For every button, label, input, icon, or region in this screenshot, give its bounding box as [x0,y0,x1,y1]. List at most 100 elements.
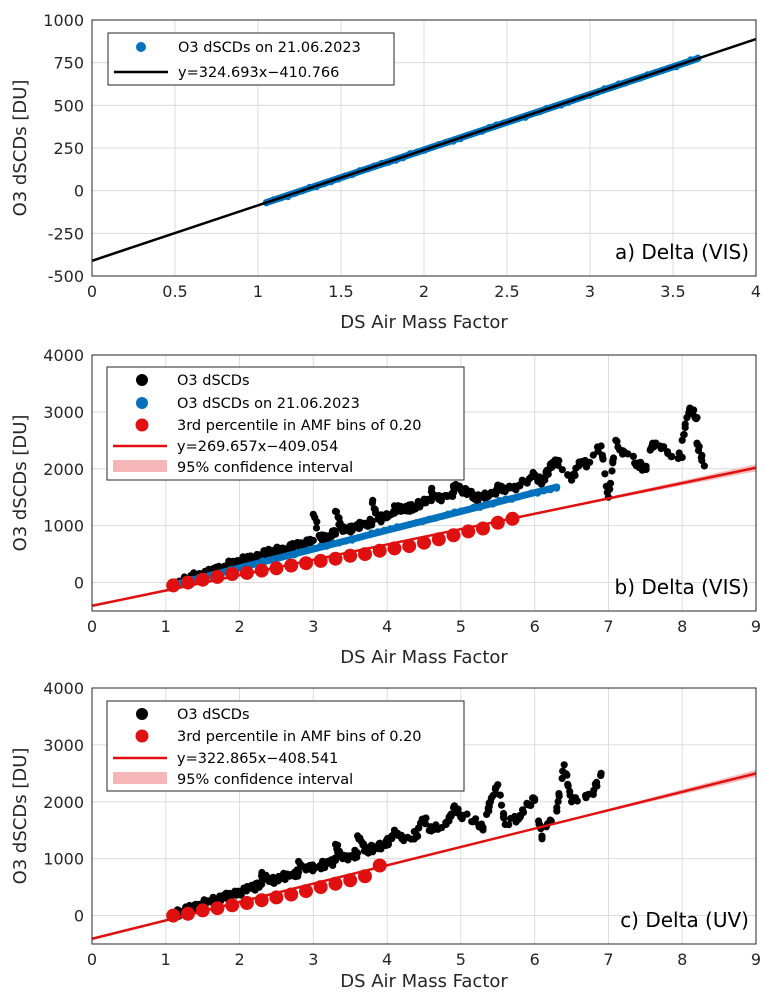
scatter-point [613,437,621,445]
percentile-markers [166,858,387,923]
scatter-point [507,814,515,823]
scatter-point [290,868,299,877]
x-tick-label: 3 [308,950,318,969]
blue-point [483,500,490,508]
blue-point [259,557,267,564]
percentile-marker [461,524,476,539]
blue-point [547,486,554,494]
x-axis-label: DS Air Mass Factor [340,312,508,333]
scatter-point [422,814,430,822]
blue-point [329,539,337,547]
scatter-point [313,518,321,526]
percentile-marker [358,547,372,562]
legend-entry-fit: y=322.865x−408.541 [177,751,338,767]
scatter-point [434,825,442,833]
scatter-point [282,870,290,879]
scatter-point [564,782,572,790]
scatter-point [253,879,261,887]
percentile-marker [225,567,240,581]
scatter-point [428,489,436,497]
scatter-point [339,851,347,859]
y-tick-label: 3000 [43,736,84,755]
scatter-point [445,492,453,500]
scatter-point [319,857,327,865]
blue-point [489,501,497,508]
legend-entry-red: 3rd percentile in AMF bins of 0.20 [177,729,422,745]
scatter-point [401,834,409,842]
scatter-point [487,794,495,802]
y-axis-label: O3 dSCDs [DU] [10,415,31,552]
blue-point [457,507,465,515]
scatter-point [269,878,277,887]
scatter-point [445,817,453,825]
tick-labels: 0 0.5 1 1.5 2 2.5 3 3.5 4 -500 -250 0 250 500 750 1000 [43,11,761,301]
scatter-point [606,485,614,493]
x-tick-label: 1 [253,282,263,301]
scatter-point [597,771,605,780]
percentile-marker [476,521,490,536]
scatter-point [251,886,259,894]
x-tick-label: 4 [382,950,392,969]
scatter-point [621,449,629,457]
blue-point [527,489,535,497]
scatter-point [496,791,504,799]
scatter-point [288,545,296,553]
scatter-point [674,454,682,463]
scatter-point [295,542,303,550]
scatter-point [547,460,555,468]
percentile-marker [328,551,343,566]
scatter-point [558,466,566,474]
blue-point [291,551,298,559]
y-tick-label: 1000 [43,850,84,869]
scatter-point [394,831,402,840]
scatter-point [523,479,531,487]
scatter-point [414,832,422,840]
x-tick-label: 9 [751,950,761,969]
x-tick-label: 3 [308,617,318,636]
x-tick-label: 6 [530,617,540,636]
percentile-marker [284,887,299,902]
legend-box [107,32,395,86]
scatter-point [369,842,377,850]
blue-point [387,525,394,532]
y-axis-label: O3 dSCDs [DU] [10,80,31,217]
scatter-point [437,497,445,505]
blue-point [310,544,318,552]
scatter-point [222,889,230,897]
scatter-point [421,820,429,828]
scatter-point [253,551,262,559]
scatter-point [606,479,615,487]
scatter-point [383,511,391,519]
percentile-marker [299,884,313,899]
legend: O3 dSCDs O3 dSCDs on 21.06.2023 3rd perc… [106,366,465,481]
blue-point [419,518,426,526]
scatter-point [506,484,514,492]
legend-marker-band [113,772,167,784]
x-tick-label: 5 [456,617,466,636]
blue-point [432,515,439,522]
scatter-point [351,853,359,862]
legend-entry-fit: y=269.657x−409.054 [177,439,338,455]
blue-point [297,548,305,555]
x-tick-label: 2 [419,282,429,301]
blue-point [284,551,292,559]
scatter-point [347,523,355,532]
legend-marker-black [136,374,148,386]
x-tick-label: 1 [161,617,171,636]
scatter-point [351,846,359,854]
scatter-point [571,794,580,802]
y-tick-label: 3000 [43,403,84,422]
blue-point [534,490,541,497]
blue-point [374,528,382,535]
scatter-point [664,449,672,458]
x-tick-label: 5 [456,950,466,969]
legend-marker-black [136,708,148,720]
scatter-point [555,457,563,465]
x-tick-label: 7 [603,617,613,636]
blue-series [169,483,561,589]
y-tick-label: 0 [74,574,84,593]
percentile-marker [239,565,254,580]
blue-point [348,537,356,544]
scatter-point [384,840,393,848]
scatter-point [369,496,377,504]
